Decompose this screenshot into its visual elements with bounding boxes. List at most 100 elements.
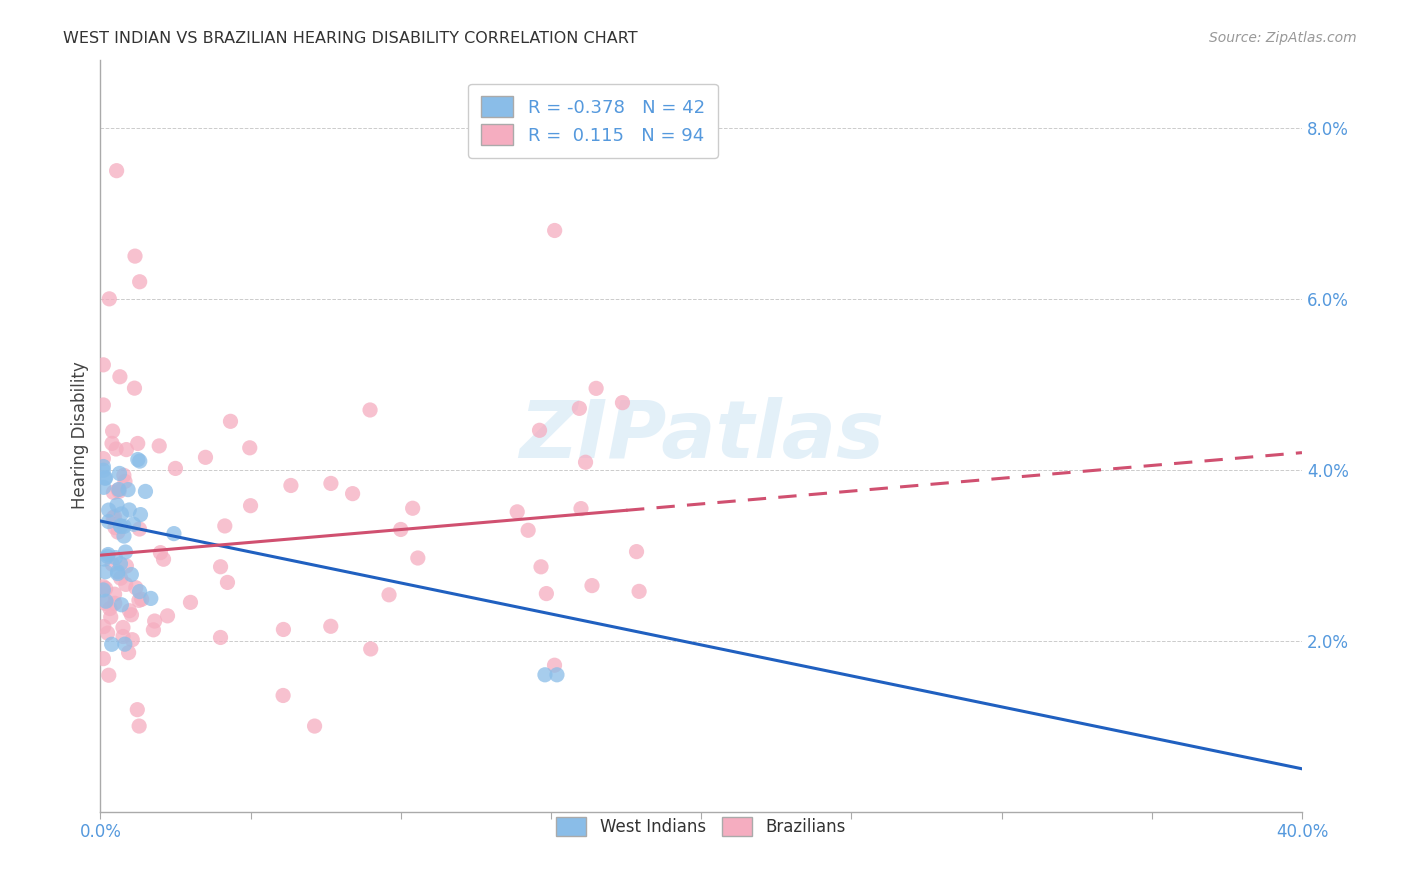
Point <box>103 587 125 601</box>
Point <box>179 595 201 609</box>
Point <box>131 592 153 607</box>
Point <box>104 520 127 534</box>
Point <box>93 580 115 594</box>
Point <box>219 414 242 428</box>
Point <box>94 596 117 610</box>
Point <box>209 559 232 574</box>
Text: Source: ZipAtlas.com: Source: ZipAtlas.com <box>1209 31 1357 45</box>
Point <box>112 468 135 483</box>
Point <box>506 505 529 519</box>
Point <box>97 668 120 682</box>
Point <box>626 544 648 558</box>
Point <box>108 369 131 384</box>
Point <box>280 478 302 492</box>
Point <box>319 476 342 491</box>
Point <box>121 632 143 647</box>
Point <box>108 483 131 497</box>
Point <box>93 619 115 633</box>
Point <box>108 484 131 499</box>
Point <box>128 719 150 733</box>
Point <box>142 623 165 637</box>
Point <box>401 501 423 516</box>
Point <box>568 401 591 416</box>
Point <box>125 581 148 595</box>
Point <box>98 292 121 306</box>
Point <box>304 719 326 733</box>
Point <box>581 578 603 592</box>
Point <box>194 450 217 465</box>
Point <box>114 637 136 651</box>
Point <box>98 601 121 615</box>
Point <box>546 668 568 682</box>
Point <box>360 642 382 657</box>
Point <box>93 398 115 412</box>
Point <box>114 577 136 591</box>
Point <box>110 598 132 612</box>
Point <box>117 646 139 660</box>
Point <box>105 163 128 178</box>
Point <box>100 610 122 624</box>
Point <box>128 593 150 607</box>
Point <box>103 485 125 500</box>
Point <box>536 586 558 600</box>
Point <box>120 567 142 582</box>
Point <box>359 403 381 417</box>
Point <box>209 631 232 645</box>
Point <box>129 508 152 522</box>
Point <box>239 499 262 513</box>
Point <box>530 559 553 574</box>
Point <box>112 519 135 533</box>
Point <box>112 529 135 543</box>
Point <box>128 454 150 468</box>
Point <box>105 498 128 512</box>
Point <box>128 584 150 599</box>
Y-axis label: Hearing Disability: Hearing Disability <box>72 361 89 509</box>
Point <box>127 452 149 467</box>
Point <box>585 381 607 395</box>
Point <box>94 471 117 485</box>
Point <box>94 594 117 608</box>
Point <box>97 503 120 517</box>
Point <box>93 480 115 494</box>
Point <box>163 526 186 541</box>
Point <box>94 582 117 596</box>
Point <box>108 467 131 481</box>
Point <box>107 525 129 540</box>
Point <box>139 591 162 606</box>
Point <box>93 358 115 372</box>
Point <box>127 436 149 450</box>
Point <box>124 381 146 395</box>
Point <box>93 459 115 474</box>
Text: ZIPatlas: ZIPatlas <box>519 397 883 475</box>
Point <box>104 596 127 610</box>
Point <box>93 651 115 665</box>
Point <box>128 522 150 536</box>
Point <box>217 575 239 590</box>
Point <box>389 523 412 537</box>
Point <box>110 518 132 533</box>
Point <box>214 519 236 533</box>
Point <box>271 689 294 703</box>
Point <box>534 668 557 682</box>
Point <box>107 566 129 581</box>
Point <box>342 486 364 500</box>
Point <box>110 519 132 533</box>
Point <box>122 517 145 532</box>
Point <box>118 503 141 517</box>
Point <box>273 623 295 637</box>
Point <box>574 455 596 469</box>
Point <box>115 442 138 457</box>
Point <box>529 423 551 437</box>
Point <box>239 441 262 455</box>
Point <box>152 552 174 566</box>
Point <box>93 451 115 466</box>
Point <box>110 507 132 521</box>
Point <box>100 637 122 651</box>
Point <box>143 614 166 628</box>
Text: WEST INDIAN VS BRAZILIAN HEARING DISABILITY CORRELATION CHART: WEST INDIAN VS BRAZILIAN HEARING DISABIL… <box>63 31 638 46</box>
Point <box>517 523 540 537</box>
Point <box>94 471 117 485</box>
Point <box>93 582 115 597</box>
Point <box>115 559 138 574</box>
Point <box>319 619 342 633</box>
